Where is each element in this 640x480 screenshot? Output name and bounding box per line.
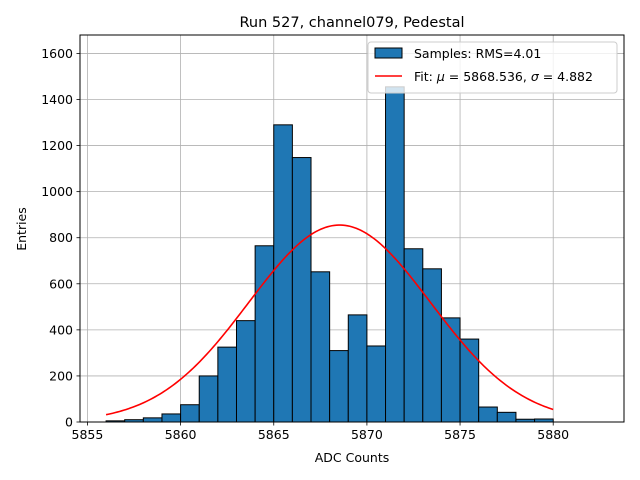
x-tick-label: 5875 [444, 427, 476, 442]
fit-curve-layer [105, 224, 554, 416]
histogram-bar [291, 157, 312, 423]
legend-swatch-samples [374, 47, 403, 59]
histogram-bar [366, 345, 387, 423]
histogram-bar [403, 248, 424, 423]
fit-curve [105, 224, 554, 416]
histogram-bar [385, 86, 405, 423]
legend: Samples: RMS=4.01 Fit: μ = 5868.536, σ =… [367, 41, 618, 94]
x-tick-label: 5880 [537, 427, 569, 442]
x-tick-label: 5865 [258, 427, 290, 442]
histogram-bar [478, 406, 498, 423]
y-tick-label: 1200 [41, 138, 73, 153]
histogram-bar [422, 268, 442, 423]
histogram-bar [180, 404, 200, 423]
plot-frame [79, 34, 625, 423]
y-tick-label: 1600 [41, 46, 73, 61]
y-tick-label: 1000 [41, 184, 73, 199]
grid-lines [80, 35, 624, 423]
y-tick-label: 600 [49, 276, 73, 291]
histogram-bar [496, 411, 517, 423]
x-axis-label: ADC Counts [315, 450, 390, 465]
x-tick-label: 5860 [165, 427, 197, 442]
histogram-bar [254, 245, 275, 423]
legend-label-fit: Fit: μ = 5868.536, σ = 4.882 [414, 69, 593, 84]
histogram-bar [198, 375, 219, 423]
y-axis-ticks: 0 200 400 600 800 1000 1200 1400 1600 [41, 46, 80, 430]
y-tick-label: 400 [49, 322, 73, 337]
x-axis-ticks: 5855 5860 5865 5870 5875 5880 [72, 422, 569, 442]
histogram-bar [217, 346, 237, 423]
legend-box [367, 41, 618, 94]
histogram-bar [310, 271, 331, 423]
histogram-bar [347, 314, 368, 423]
y-tick-label: 200 [49, 368, 73, 383]
y-tick-label: 1400 [41, 92, 73, 107]
histogram-bar [161, 413, 182, 423]
y-axis-label: Entries [14, 207, 29, 251]
x-tick-label: 5870 [351, 427, 383, 442]
y-tick-label: 800 [49, 230, 73, 245]
x-tick-label: 5855 [72, 427, 104, 442]
chart-title: Run 527, channel079, Pedestal [239, 15, 464, 31]
legend-label-samples: Samples: RMS=4.01 [414, 46, 541, 61]
y-tick-label: 0 [65, 415, 73, 430]
histogram-bar [273, 124, 293, 423]
histogram-bar [440, 317, 461, 423]
histogram-bar [329, 350, 349, 423]
histogram-bar [142, 417, 163, 423]
histogram-bar [235, 320, 256, 423]
